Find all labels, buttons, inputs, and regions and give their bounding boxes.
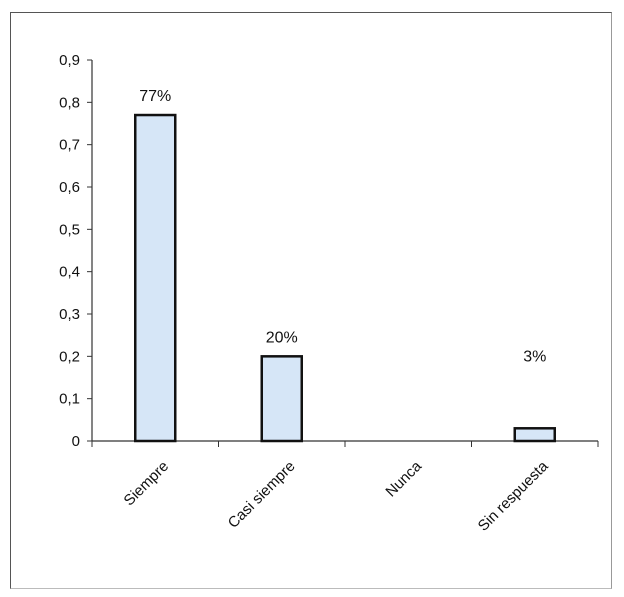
bar (513, 427, 556, 443)
data-label: 20% (266, 329, 298, 346)
data-label: 77% (139, 88, 171, 105)
x-category-label: Nunca (382, 457, 425, 500)
y-tick-label: 0,1 (59, 391, 80, 408)
y-tick-label: 0,6 (59, 179, 80, 196)
y-tick-label: 0,2 (59, 348, 80, 365)
x-category-label: Casi siempre (225, 458, 299, 532)
data-label: 3% (523, 348, 546, 365)
y-tick-label: 0,8 (59, 94, 80, 111)
chart-frame (10, 12, 612, 589)
bar (134, 113, 177, 443)
x-category-label: Siempre (121, 458, 173, 510)
y-tick-label: 0,3 (59, 306, 80, 323)
x-axis-labels: Siempre Casi siempre Nunca Sin respuesta (121, 457, 552, 534)
y-tick-label: 0,4 (59, 264, 80, 281)
bar (260, 355, 303, 443)
y-tick-label: 0,7 (59, 137, 80, 154)
x-category-label: Sin respuesta (475, 457, 552, 534)
data-labels: 77% 20% 3% (139, 88, 546, 365)
y-tick-label: 0,5 (59, 221, 80, 238)
y-axis-ticks: 0 0,1 0,2 0,3 0,4 0,5 0,6 0,7 0,8 0,9 (59, 52, 92, 450)
y-tick-label: 0 (72, 433, 80, 450)
bars (134, 113, 556, 443)
y-tick-label: 0,9 (59, 52, 80, 69)
